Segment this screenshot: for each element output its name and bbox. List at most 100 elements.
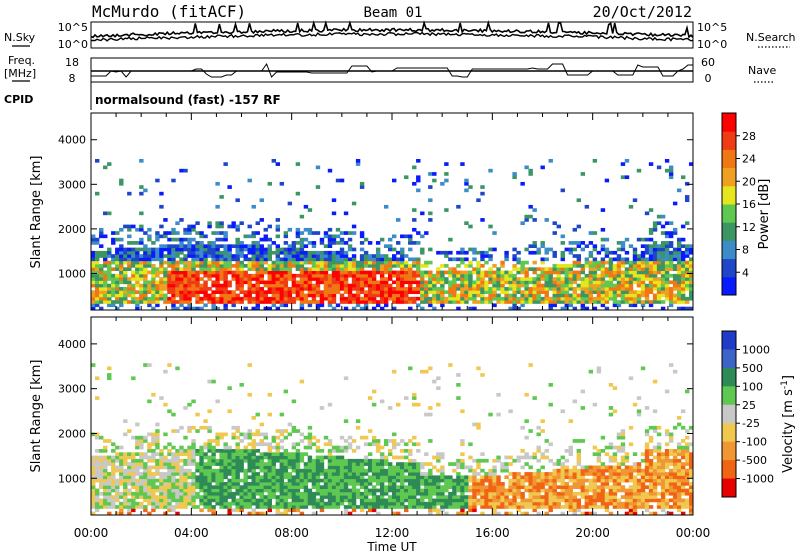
heatmap-cell [159,472,164,476]
heatmap-cell [107,290,112,294]
heatmap-cell [131,293,136,298]
heatmap-cell [227,296,232,301]
heatmap-cell [143,363,148,367]
heatmap-cell [540,482,545,486]
heatmap-cell [363,442,369,447]
heatmap-cell [327,485,333,489]
heatmap-cell [680,264,686,268]
heatmap-cell [528,293,533,298]
heatmap-cell [472,270,477,275]
heatmap-cell [371,283,377,288]
heatmap-cell [135,241,140,245]
heatmap-cell [596,260,602,265]
heatmap-cell [375,468,381,473]
heatmap-cell [387,287,393,291]
heatmap-cell [163,495,168,499]
heatmap-cell [400,257,405,262]
heatmap-cell [319,290,325,294]
heatmap-cell [183,505,188,509]
heatmap-cell [524,218,529,222]
heatmap-cell [151,257,156,262]
heatmap-cell [488,293,493,298]
heatmap-cell [676,283,682,288]
colorbar-tick-label: 16 [742,198,756,211]
heatmap-cell [339,178,345,183]
heatmap-cell [307,293,313,298]
heatmap-cell [375,303,381,308]
heatmap-cell [291,482,297,486]
heatmap-cell [456,472,461,476]
heatmap-cell [299,472,305,476]
heatmap-cell [147,432,152,437]
heatmap-cell [528,168,533,173]
heatmap-cell [163,270,168,275]
heatmap-cell [191,462,196,466]
heatmap-cell [580,241,586,245]
heatmap-cell [167,254,172,258]
heatmap-cell [307,472,313,476]
heatmap-cell [315,465,321,470]
heatmap-cell [215,247,220,252]
heatmap-cell [323,283,329,288]
heatmap-cell [167,283,172,288]
heatmap-cell [496,482,501,486]
heatmap-cell [303,267,309,271]
heatmap-cell [468,495,473,499]
heatmap-cell [387,247,393,252]
heatmap-cell [139,247,144,252]
heatmap-cell [379,478,385,483]
heatmap-cell [532,508,537,513]
heatmap-cell [107,501,112,506]
heatmap-cell [379,254,385,258]
heatmap-cell [664,264,670,268]
heatmap-cell [99,293,104,298]
heatmap-cell [323,273,329,278]
heatmap-cell [275,452,281,456]
heatmap-cell [255,412,260,417]
heatmap-cell [203,254,208,258]
heatmap-cell [243,445,248,450]
heatmap-cell [259,264,264,268]
heatmap-cell [347,478,353,483]
heatmap-cell [307,260,313,265]
heatmap-cell [219,488,224,493]
heatmap-cell [632,273,638,278]
heatmap-cell [500,491,505,496]
heatmap-cell [448,287,453,291]
heatmap-cell [211,244,216,249]
heatmap-cell [199,254,204,258]
heatmap-cell [460,260,465,265]
heatmap-cell [143,472,148,476]
heatmap-cell [648,264,654,268]
heatmap-cell [119,511,124,516]
heatmap-cell [552,491,557,496]
heatmap-cell [251,264,256,268]
heatmap-cell [111,231,116,235]
heatmap-cell [275,273,281,278]
heatmap-cell [235,244,240,249]
heatmap-cell [343,498,349,503]
heatmap-cell [335,482,341,486]
heatmap-cell [608,270,614,275]
heatmap-cell [492,511,497,516]
heatmap-cell [396,218,401,222]
heatmap-cell [99,234,104,239]
heatmap-cell [175,458,180,463]
heatmap-cell [576,472,582,476]
heatmap-cell [668,280,674,285]
heatmap-cell [359,257,365,262]
heatmap-cell [355,468,361,473]
heatmap-cell [371,280,377,285]
heatmap-cell [255,488,260,493]
heatmap-cell [159,267,164,271]
heatmap-cell [440,270,445,275]
heatmap-cell [383,277,389,281]
heatmap-cell [171,250,176,255]
heatmap-cell [564,273,569,278]
heatmap-cell [127,241,132,245]
heatmap-cell [404,290,409,294]
heatmap-cell [251,204,256,209]
heatmap-cell [343,445,349,450]
heatmap-cell [303,462,309,466]
heatmap-cell [199,465,204,470]
